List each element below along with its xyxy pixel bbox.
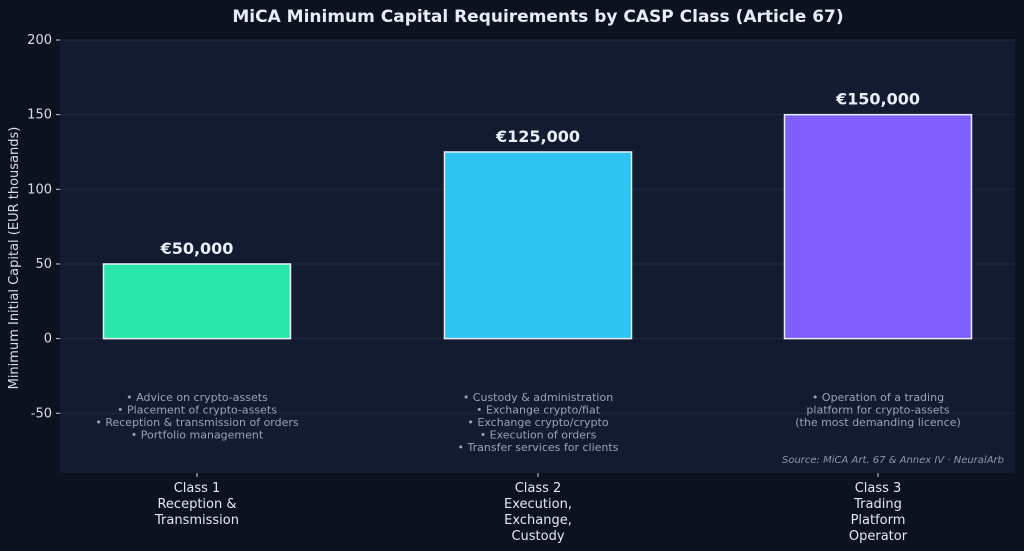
x-tick-label: Custody [511,529,564,544]
class-description-line: • Exchange crypto/fiat [476,404,601,417]
class-description-line: • Execution of orders [480,429,597,442]
class-description-line: • Exchange crypto/crypto [467,416,608,429]
bar [443,151,633,340]
class-description-line: • Reception & transmission of orders [95,416,299,429]
x-tick-label: Operator [849,529,908,544]
y-tick-label: 200 [27,33,52,48]
x-tick-label: Transmission [154,513,239,528]
x-tick-label: Class 3 [855,481,902,496]
class-descriptions: • Advice on crypto-assets• Placement of … [95,391,960,454]
x-tick-label: Class 2 [515,481,562,496]
value-labels: €50,000 €125,000 €150,000 [160,90,920,258]
class-description-line: (the most demanding licence) [795,416,961,429]
y-axis-label: Minimum Initial Capital (EUR thousands) [7,127,22,390]
x-tick-label: Execution, [504,497,572,512]
y-tick-label: 150 [27,108,52,123]
class-description-line: • Portfolio management [131,429,264,442]
class-description-line: • Operation of a trading [812,391,944,404]
source-note: Source: MiCA Art. 67 & Annex IV · Neural… [782,455,1004,466]
class-description-line: • Advice on crypto-assets [126,391,268,404]
bar-value-label: €150,000 [835,90,920,109]
y-tick-label: 0 [44,332,52,347]
x-tick-label: Trading [853,497,902,512]
y-tick-label: 100 [27,182,52,197]
class-description-line: • Custody & administration [463,391,613,404]
x-tick-label: Reception & [157,497,236,512]
bar-value-label: €125,000 [495,127,580,146]
class-description-line: • Placement of crypto-assets [117,404,277,417]
chart-title: MiCA Minimum Capital Requirements by CAS… [232,7,843,27]
y-tick-label: -50 [31,406,52,421]
y-tick-label: 50 [35,257,52,272]
class-description-line: • Transfer services for clients [458,441,619,454]
y-axis-ticks: -50 0 50 100 150 200 [27,33,60,421]
x-tick-label: Platform [851,513,906,528]
bar-value-label: €50,000 [160,239,234,258]
x-tick-label: Exchange, [504,513,572,528]
bar [102,263,292,340]
bar [783,113,973,340]
bars [102,113,973,340]
class-description-line: platform for crypto-assets [806,404,949,417]
x-tick-label: Class 1 [174,481,221,496]
